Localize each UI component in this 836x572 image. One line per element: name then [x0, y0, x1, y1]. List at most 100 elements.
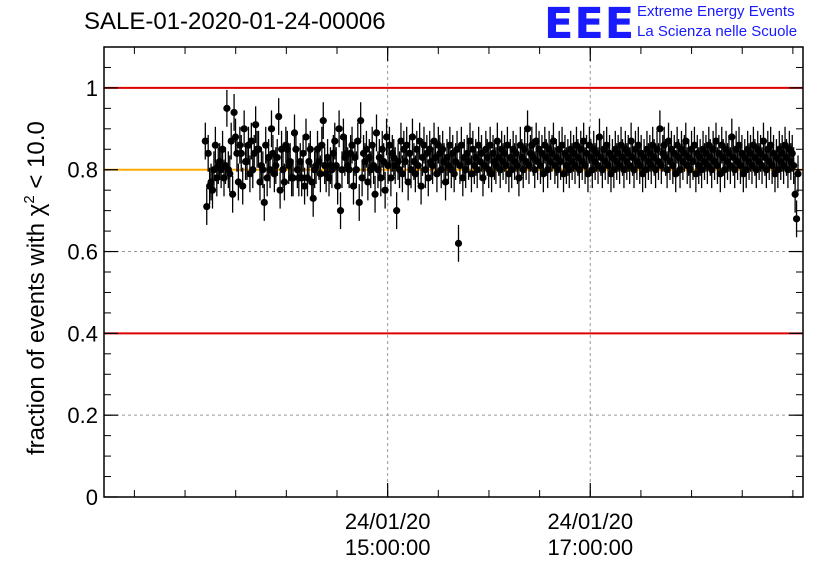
data-point [201, 137, 209, 145]
data-point [378, 145, 386, 153]
data-point [767, 141, 775, 149]
data-point [355, 198, 363, 207]
data-point [762, 166, 770, 174]
data-point [454, 239, 463, 247]
data-point [450, 170, 458, 178]
data-point [298, 174, 306, 182]
data-point [230, 108, 238, 117]
data-point [259, 166, 267, 174]
data-point [408, 133, 417, 141]
x-tick-date-label: 24/01/20 [547, 509, 633, 534]
data-point [493, 137, 501, 145]
data-point [731, 166, 739, 174]
y-tick-label: 0.4 [67, 321, 98, 346]
data-point [239, 182, 247, 190]
data-point [331, 137, 339, 145]
data-point [372, 129, 381, 137]
data-point [424, 174, 432, 182]
data-point [690, 141, 699, 149]
data-point [387, 174, 395, 182]
data-point [371, 190, 379, 198]
data-point [384, 162, 392, 170]
data-point [377, 174, 385, 182]
data-point [414, 162, 422, 170]
data-point [735, 141, 743, 149]
data-point [676, 166, 684, 174]
data-point [260, 198, 268, 207]
data-point [559, 170, 568, 178]
data-point [336, 207, 345, 215]
data-point [630, 166, 638, 174]
axes: 00.20.40.60.8124/01/2015:00:0024/01/2017… [67, 46, 803, 560]
data-point [752, 166, 760, 174]
data-point [784, 166, 792, 174]
data-point [252, 121, 260, 129]
data-point [456, 162, 464, 170]
data-point [544, 166, 552, 174]
data-point [203, 202, 211, 211]
data-point [231, 133, 240, 141]
data-point [634, 141, 642, 149]
data-point [603, 141, 611, 149]
data-point [598, 166, 606, 174]
data-point [429, 162, 437, 170]
data-point [229, 190, 237, 198]
data-point [519, 166, 527, 174]
data-point [663, 166, 671, 174]
data-point [503, 141, 512, 149]
data-point [316, 170, 324, 178]
data-point [382, 133, 391, 141]
data-point [397, 137, 405, 145]
y-tick-label: 0 [86, 485, 98, 510]
data-point [362, 145, 371, 153]
data-point [254, 145, 263, 153]
data-point [466, 137, 474, 145]
data-point [300, 182, 309, 190]
data-point [446, 141, 454, 149]
data-point [323, 153, 332, 162]
data-point [349, 182, 358, 190]
data-point [531, 166, 539, 174]
logo-line-1: Extreme Energy Events [637, 3, 795, 20]
data-point [610, 166, 618, 174]
data-point [364, 178, 372, 186]
y-tick-label: 0.6 [67, 240, 98, 265]
data-point [554, 166, 562, 174]
y-tick-label: 1 [86, 76, 98, 101]
chart-title: SALE-01-2020-01-24-00006 [84, 8, 386, 35]
data-point [385, 141, 394, 149]
data-point [459, 174, 467, 182]
data-point [565, 166, 573, 174]
data-point [682, 137, 690, 145]
plot-frame [103, 46, 804, 498]
data-point [275, 112, 283, 121]
data-point [759, 137, 768, 145]
data-point [348, 141, 356, 149]
data-point [588, 166, 596, 174]
data-point [273, 153, 281, 162]
data-point [790, 162, 798, 170]
data-point [692, 170, 700, 178]
data-point [263, 174, 271, 182]
logo-line-2: La Scienza nelle Scuole [637, 23, 798, 40]
data-point [226, 170, 234, 178]
data-point [417, 182, 425, 190]
data-point [549, 137, 558, 145]
data-point [792, 215, 801, 223]
data-point [290, 129, 299, 137]
data-point [334, 182, 342, 190]
data-point [299, 149, 307, 157]
data-point [249, 166, 257, 174]
data-point [204, 149, 212, 157]
grid-lines [104, 47, 803, 497]
data-point [641, 166, 650, 174]
data-point [318, 141, 326, 149]
data-point [306, 145, 314, 153]
data-point [728, 133, 736, 141]
data-point [721, 166, 729, 174]
data-point [276, 186, 284, 194]
data-point [627, 137, 635, 145]
data-point [368, 141, 376, 149]
data-point [774, 166, 782, 174]
